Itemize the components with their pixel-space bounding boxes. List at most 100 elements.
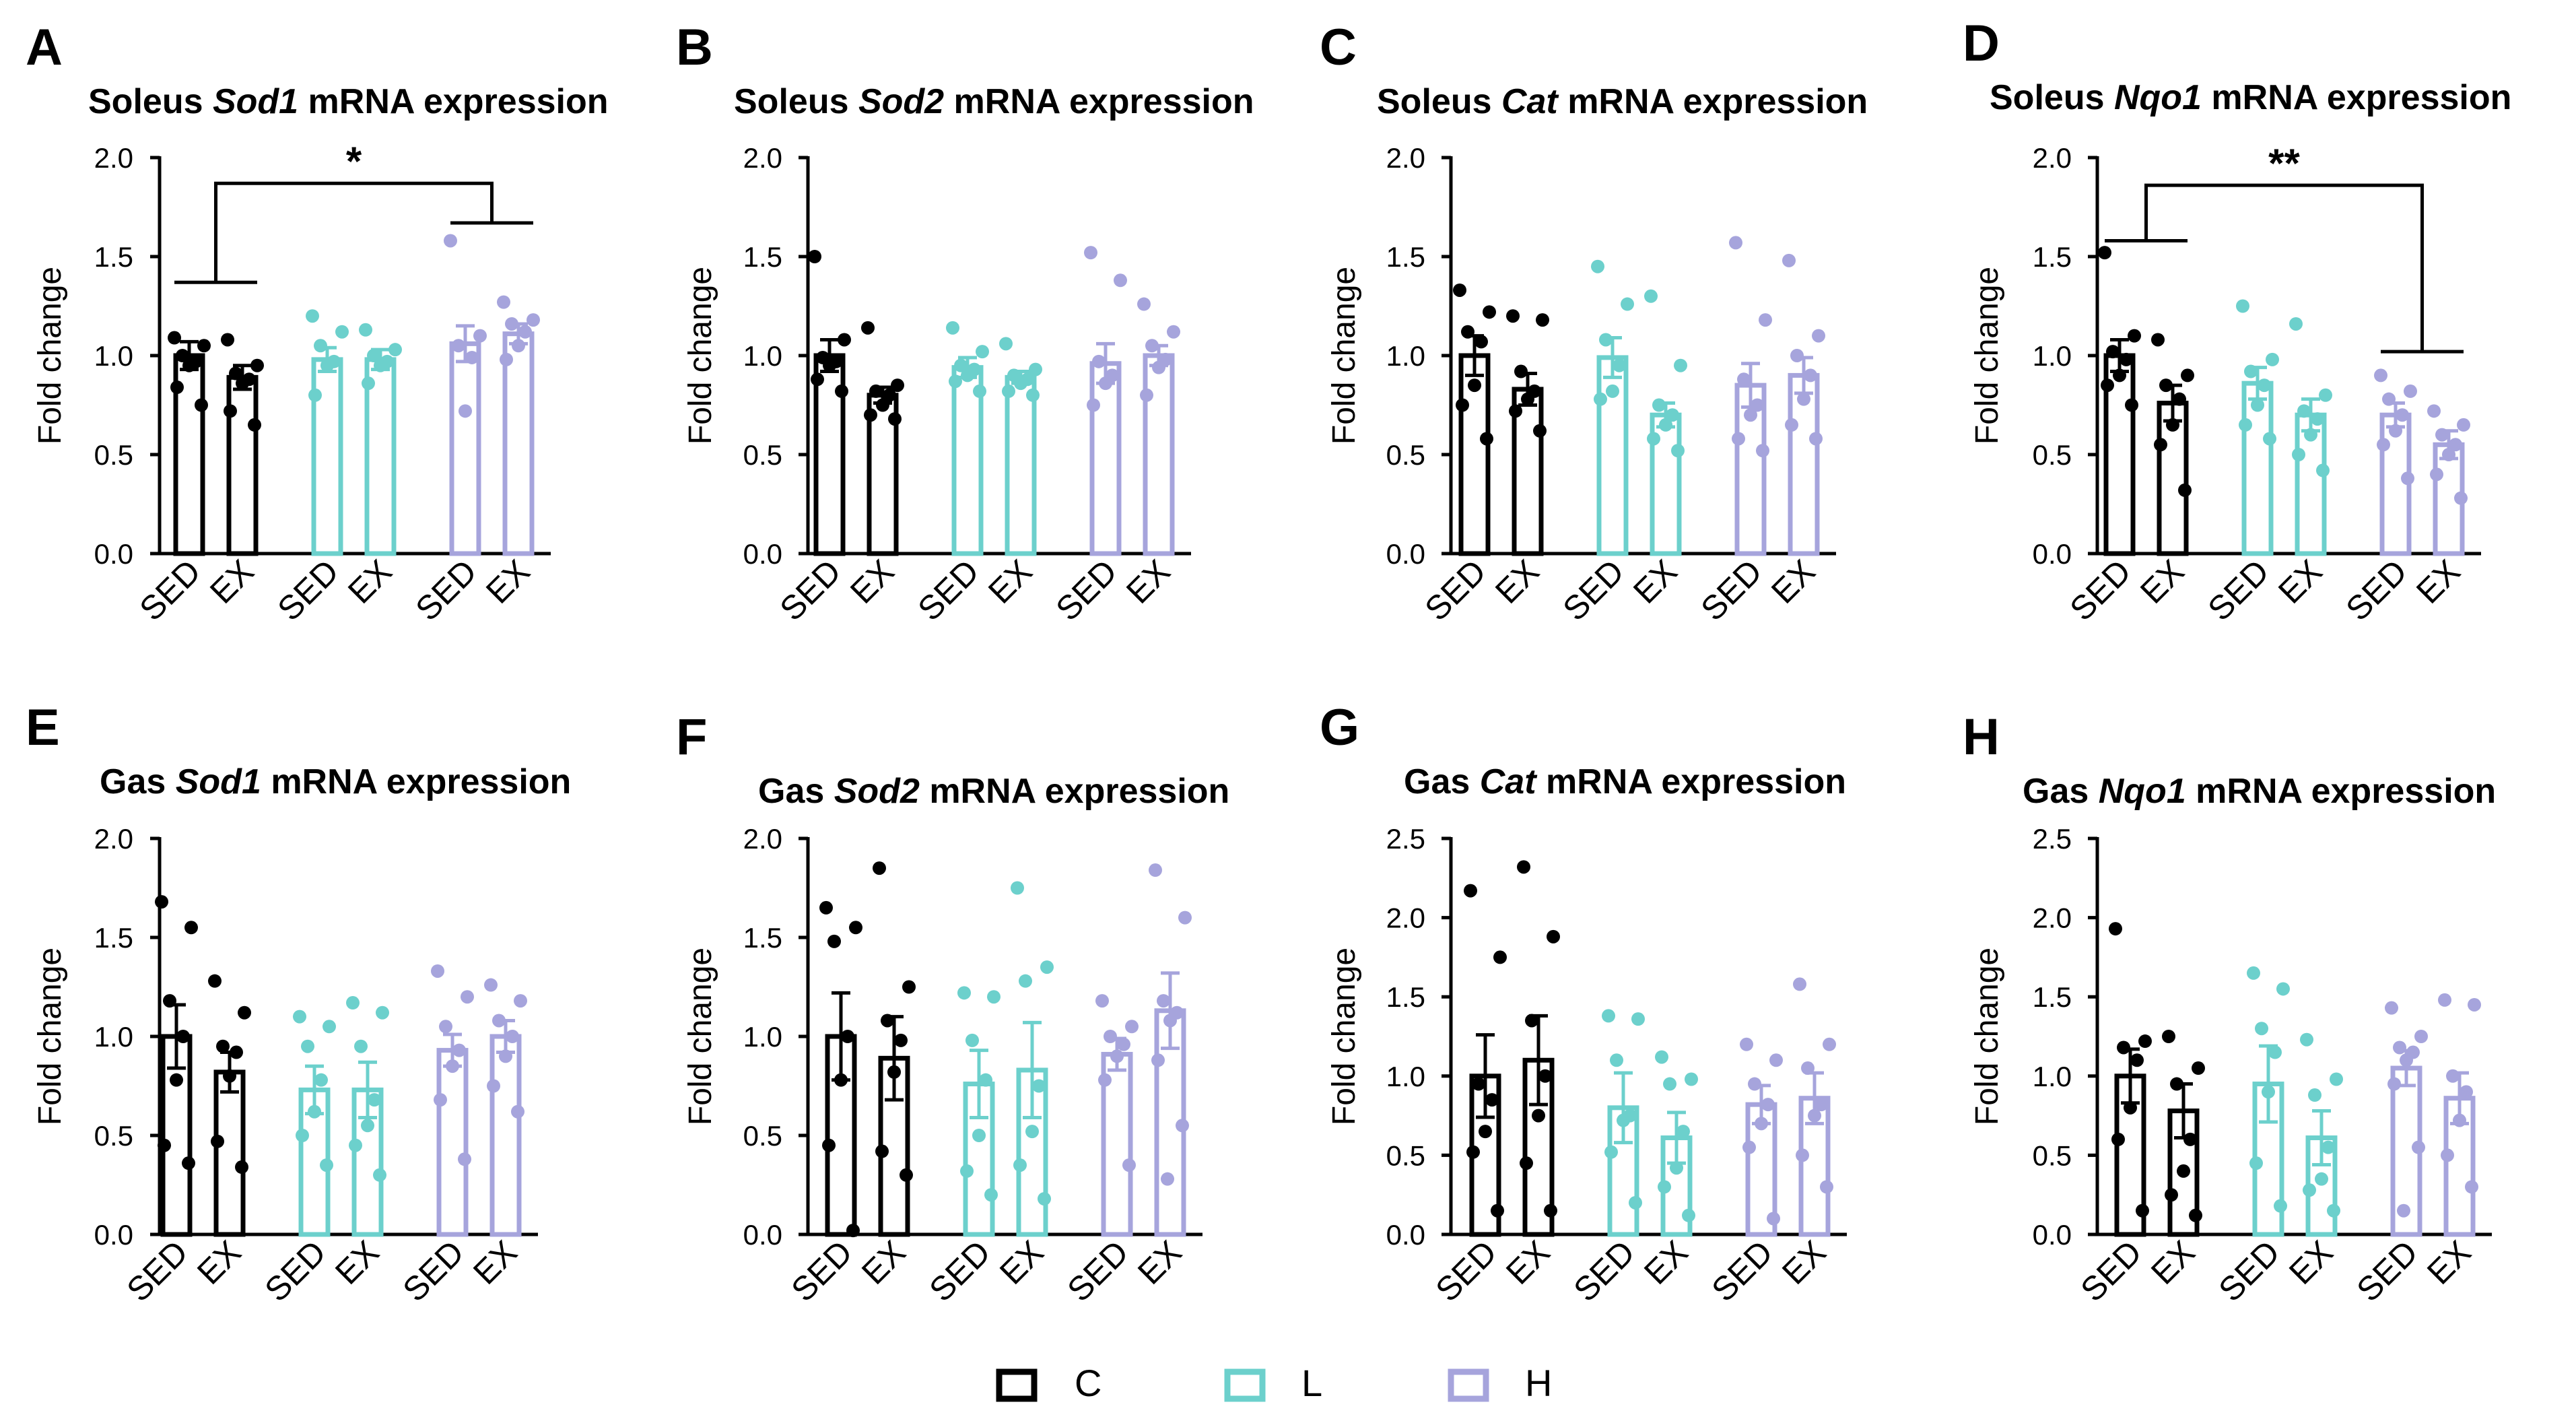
y-tick-label-d-2: 1.0 (2033, 340, 2072, 372)
data-point-e-5-2 (492, 1014, 506, 1028)
data-point-h-3-2 (2308, 1088, 2321, 1102)
data-point-g-0-2 (1472, 1077, 1485, 1091)
legend-label-c: C (1075, 1362, 1101, 1404)
data-point-f-5-6 (1176, 1119, 1189, 1133)
x-tick-label-f-2: SED (922, 1233, 997, 1309)
legend-label-h: H (1525, 1362, 1552, 1404)
data-point-b-4-5 (1087, 398, 1100, 412)
data-point-f-5-4 (1163, 1014, 1177, 1028)
data-point-h-2-3 (2268, 1045, 2282, 1059)
data-point-b-4-1 (1114, 273, 1127, 288)
x-tick-label-b-2: SED (910, 552, 986, 628)
data-point-b-2-0 (946, 321, 959, 335)
data-point-a-1-0 (221, 333, 234, 347)
data-point-g-3-5 (1658, 1180, 1671, 1194)
data-point-h-5-0 (2438, 993, 2451, 1007)
panel-title-gene-d: Nqo1 (2114, 78, 2202, 117)
data-point-h-5-2 (2446, 1069, 2460, 1083)
data-point-a-4-4 (459, 404, 472, 418)
panel-title-d: Soleus Nqo1 mRNA expression (1990, 78, 2511, 117)
axes-c: 0.0 0.5 1.0 1.5 2.0 (1386, 142, 1836, 570)
data-point-d-5-2 (2435, 428, 2449, 442)
x-tick-label-h-0: SED (2073, 1233, 2148, 1309)
error-bar-f-2 (970, 1049, 988, 1120)
data-point-e-1-4 (223, 1069, 236, 1083)
legend-item-h: H (1448, 1362, 1552, 1404)
data-point-b-2-2 (954, 358, 968, 372)
data-point-g-2-1 (1631, 1012, 1645, 1026)
data-point-b-4-4 (1099, 376, 1112, 391)
data-point-e-3-3 (368, 1093, 381, 1107)
data-point-d-3-5 (2292, 448, 2305, 461)
data-point-e-1-1 (238, 1005, 251, 1020)
data-point-e-2-2 (301, 1039, 314, 1053)
panel-title-gene-e: Sod1 (176, 762, 261, 801)
data-point-e-5-3 (506, 1030, 519, 1043)
data-point-g-5-2 (1801, 1061, 1815, 1075)
panel-title-a: Soleus Sod1 mRNA expression (88, 82, 609, 121)
data-point-b-4-0 (1084, 246, 1097, 260)
data-point-g-0-5 (1466, 1145, 1480, 1159)
data-point-c-5-6 (1809, 432, 1823, 446)
x-tick-label-c-4: SED (1693, 552, 1769, 628)
data-point-c-0-6 (1480, 432, 1493, 446)
data-point-c-1-5 (1509, 404, 1522, 418)
x-tick-label-h-1: EX (2144, 1233, 2202, 1292)
data-point-b-5-4 (1152, 360, 1165, 374)
y-tick-label-b-1: 0.5 (743, 439, 782, 471)
data-point-d-2-4 (2251, 398, 2264, 412)
data-point-c-3-4 (1659, 418, 1672, 432)
error-bar-f-5 (1161, 971, 1180, 1051)
data-point-e-2-5 (296, 1129, 309, 1142)
data-point-f-4-0 (1095, 994, 1109, 1008)
data-point-g-3-0 (1655, 1050, 1668, 1064)
panel-title-suffix-a: mRNA expression (298, 82, 608, 121)
data-point-f-2-4 (972, 1129, 986, 1142)
data-point-d-1-6 (2178, 483, 2192, 497)
data-point-f-0-0 (819, 900, 833, 915)
data-point-b-0-4 (823, 358, 836, 372)
data-point-a-1-1 (250, 358, 264, 372)
data-point-d-2-1 (2266, 352, 2279, 366)
x-tick-label-h-4: SED (2349, 1233, 2425, 1309)
data-point-h-1-2 (2170, 1077, 2183, 1091)
y-axis-label-f: Fold change (683, 948, 718, 1125)
data-point-b-2-6 (973, 384, 986, 398)
data-point-h-5-4 (2453, 1113, 2466, 1127)
data-point-c-4-3 (1751, 398, 1764, 412)
data-point-g-0-0 (1464, 884, 1477, 898)
y-tick-label-a-2: 1.0 (94, 340, 133, 372)
panel-title-gene-c: Cat (1501, 82, 1559, 121)
data-point-a-0-0 (168, 331, 181, 345)
data-point-g-1-2 (1525, 1014, 1538, 1028)
data-point-d-2-3 (2258, 378, 2271, 393)
data-point-e-0-1 (184, 921, 198, 935)
data-point-e-1-5 (211, 1134, 224, 1148)
data-point-g-2-4 (1617, 1113, 1630, 1127)
data-point-b-0-1 (838, 333, 851, 347)
data-point-c-4-4 (1744, 408, 1757, 422)
panel-d: D Soleus Nqo1 mRNA expression Fold change 0… (1963, 15, 2511, 628)
data-point-h-4-4 (2400, 1053, 2413, 1067)
data-point-e-1-6 (235, 1160, 248, 1174)
data-point-b-1-5 (864, 408, 877, 422)
x-tick-label-g-4: SED (1704, 1233, 1780, 1309)
data-point-c-4-5 (1732, 432, 1745, 446)
data-point-f-4-5 (1098, 1073, 1112, 1087)
y-axis-label-b: Fold change (683, 267, 718, 444)
y-tick-label-a-0: 0.0 (94, 538, 133, 570)
data-point-g-4-5 (1742, 1140, 1756, 1154)
error-bar-h-3 (2312, 1109, 2331, 1167)
significance-bracket-a: * (174, 139, 533, 284)
data-point-a-1-4 (236, 376, 249, 391)
data-point-f-1-4 (887, 1065, 901, 1079)
data-point-e-3-0 (346, 996, 360, 1010)
y-axis-label-g: Fold change (1326, 948, 1362, 1125)
x-tick-label-h-2: SED (2211, 1233, 2286, 1309)
legend-swatch-h (1448, 1368, 1489, 1402)
y-tick-label-g-3: 1.5 (1386, 981, 1425, 1013)
bracket-connector-d (2144, 183, 2424, 352)
y-axis-label-a: Fold change (32, 267, 68, 444)
y-axis-label-e: Fold change (32, 948, 68, 1125)
data-point-h-3-0 (2300, 1032, 2313, 1047)
